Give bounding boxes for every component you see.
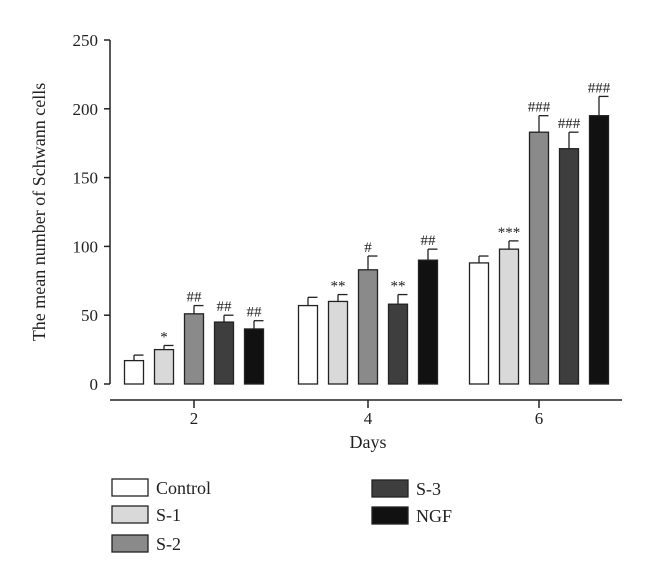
legend-label: S-2 xyxy=(156,534,181,554)
bar xyxy=(588,115,610,385)
bar xyxy=(417,259,439,385)
bars xyxy=(123,95,610,385)
y-tick-label: 0 xyxy=(90,375,99,394)
significance-label: ### xyxy=(528,100,551,116)
y-axis-title: The mean number of Schwann cells xyxy=(29,83,49,341)
bar xyxy=(558,148,580,385)
bar xyxy=(153,348,175,385)
significance-label: ## xyxy=(187,290,203,306)
y-tick-label: 100 xyxy=(73,237,99,256)
bar xyxy=(183,313,205,385)
bar xyxy=(387,303,409,385)
y-tick-label: 200 xyxy=(73,100,99,119)
significance-label: ### xyxy=(558,116,581,132)
bar xyxy=(468,262,490,385)
bar xyxy=(123,359,145,385)
legend: Control S-1 S-2 S-3 NGF xyxy=(111,478,452,554)
legend-label: NGF xyxy=(416,506,452,526)
legend-swatch xyxy=(371,479,409,498)
legend-label: Control xyxy=(156,478,211,498)
significance-label: ## xyxy=(217,299,233,315)
bar xyxy=(297,304,319,385)
legend-swatch xyxy=(111,534,149,553)
significance-label: ## xyxy=(421,233,437,249)
x-tick-label: 4 xyxy=(364,409,373,428)
x-tick-label: 2 xyxy=(190,409,199,428)
significance-label: # xyxy=(364,240,372,256)
significance-label: *** xyxy=(498,225,521,241)
significance-label: ### xyxy=(588,80,611,96)
legend-label: S-3 xyxy=(416,479,441,499)
significance-label: ** xyxy=(331,279,346,295)
y-tick-label: 50 xyxy=(81,306,98,325)
bar xyxy=(243,328,265,385)
bar xyxy=(357,269,379,385)
significance-label: ## xyxy=(247,305,263,321)
significance-label: * xyxy=(160,329,168,345)
bar xyxy=(528,131,550,385)
y-tick-label: 250 xyxy=(73,31,99,50)
bar xyxy=(213,321,235,385)
x-axis-title: Days xyxy=(350,432,387,452)
legend-swatch xyxy=(111,478,149,497)
significance-label: ** xyxy=(391,279,406,295)
bar xyxy=(498,248,520,385)
legend-swatch xyxy=(111,505,149,524)
x-tick-label: 6 xyxy=(535,409,544,428)
bar xyxy=(327,300,349,385)
legend-swatch xyxy=(371,506,409,525)
axes: 0 50 100 150 200 250 2 4 6 xyxy=(73,31,622,428)
legend-label: S-1 xyxy=(156,505,181,525)
y-tick-label: 150 xyxy=(73,169,99,188)
labels: *#### ##**#**##***#########The mean numbe… xyxy=(29,80,611,452)
